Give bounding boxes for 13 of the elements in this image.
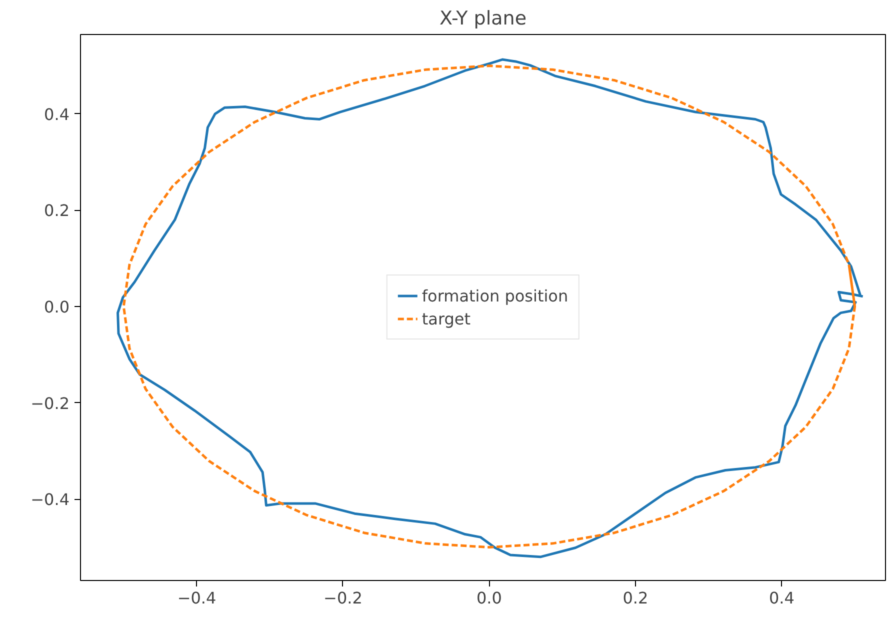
y-tick-label: 0.2	[44, 201, 70, 220]
x-tick-label: 0.4	[768, 588, 794, 608]
x-tick-label: −0.2	[324, 588, 362, 608]
legend-label: target	[422, 309, 471, 328]
x-tick-label: −0.4	[177, 588, 216, 608]
y-tick-label: 0.0	[44, 298, 70, 317]
y-tick-label: 0.4	[44, 104, 70, 124]
legend-label: formation position	[422, 286, 568, 305]
y-tick-label: −0.2	[30, 394, 70, 413]
chart-title: X-Y plane	[439, 8, 527, 30]
x-tick-label: 0.2	[622, 588, 648, 608]
y-tick-label: −0.4	[30, 490, 70, 510]
x-tick-label: 0.0	[476, 588, 502, 608]
